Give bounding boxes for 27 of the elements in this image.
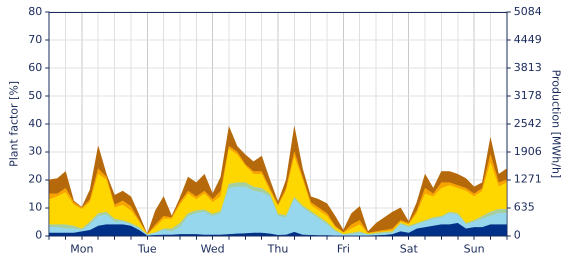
y-tick-label: 40 bbox=[28, 116, 42, 130]
y-tick-label: 10 bbox=[28, 200, 42, 214]
y2-tick-label: 3178 bbox=[514, 88, 542, 102]
y2-tick-label: 0 bbox=[514, 228, 521, 242]
x-tick-label: Fri bbox=[336, 242, 350, 256]
y2-tick-label: 2542 bbox=[514, 116, 542, 130]
x-tick-label: Wed bbox=[200, 242, 225, 256]
y-tick-label: 0 bbox=[35, 228, 42, 242]
y2-tick-label: 4449 bbox=[514, 32, 542, 46]
y2-tick-label: 635 bbox=[514, 200, 535, 214]
y-axis-title: Plant factor [%] bbox=[7, 80, 20, 167]
y2-tick-label: 1271 bbox=[514, 172, 542, 186]
y2-axis-title: Production [MWh/h] bbox=[550, 70, 563, 178]
y2-tick-label: 5084 bbox=[514, 4, 542, 18]
y2-tick-label: 1906 bbox=[514, 144, 542, 158]
x-tick-label: Sun bbox=[464, 242, 485, 256]
y-tick-label: 80 bbox=[28, 4, 42, 18]
y2-tick-label: 3813 bbox=[514, 60, 542, 74]
y-tick-label: 60 bbox=[28, 60, 42, 74]
x-tick-label: Tue bbox=[136, 242, 157, 256]
x-tick-label: Thu bbox=[266, 242, 288, 256]
y-tick-label: 50 bbox=[28, 88, 42, 102]
y-tick-label: 30 bbox=[28, 144, 42, 158]
x-tick-label: Sat bbox=[400, 242, 418, 256]
y-tick-label: 70 bbox=[28, 32, 42, 46]
x-tick-label: Mon bbox=[70, 242, 94, 256]
y-tick-label: 20 bbox=[28, 172, 42, 186]
